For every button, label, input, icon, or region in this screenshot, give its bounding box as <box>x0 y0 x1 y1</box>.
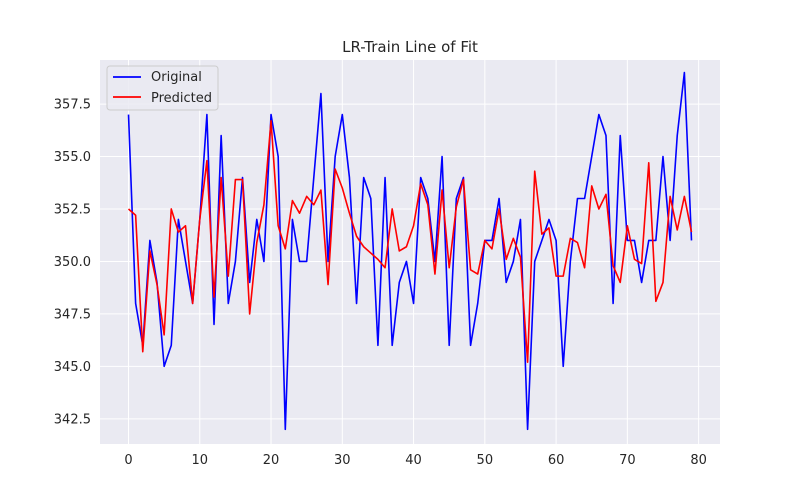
series-line-predicted <box>127 120 693 363</box>
series-line-original <box>127 71 693 431</box>
x-tick-label: 30 <box>334 453 351 468</box>
y-tick-label: 357.5 <box>54 98 91 113</box>
tick-labels: 0 10 20 30 40 50 60 70 80 342.5 345.0 347.5 350.0 352… <box>54 98 707 468</box>
series-lines <box>127 71 693 431</box>
plot-area-background <box>100 60 720 444</box>
y-tick-label: 345.0 <box>54 360 91 375</box>
x-tick-label: 0 <box>124 453 132 468</box>
x-tick-label: 60 <box>548 453 565 468</box>
x-tick-label: 20 <box>263 453 280 468</box>
y-tick-label: 352.5 <box>54 202 91 217</box>
legend: Original Predicted <box>106 65 219 111</box>
x-tick-label: 40 <box>405 453 422 468</box>
x-tick-label: 80 <box>690 453 707 468</box>
chart-title: LR-Train Line of Fit <box>342 38 478 56</box>
legend-label-predicted: Predicted <box>151 91 212 106</box>
legend-label-original: Original <box>151 70 202 85</box>
x-tick-label: 50 <box>477 453 494 468</box>
y-tick-label: 342.5 <box>54 412 91 427</box>
x-tick-label: 70 <box>619 453 636 468</box>
y-tick-label: 355.0 <box>54 150 91 165</box>
y-tick-label: 347.5 <box>54 307 91 322</box>
x-tick-label: 10 <box>191 453 208 468</box>
y-tick-label: 350.0 <box>54 255 91 270</box>
